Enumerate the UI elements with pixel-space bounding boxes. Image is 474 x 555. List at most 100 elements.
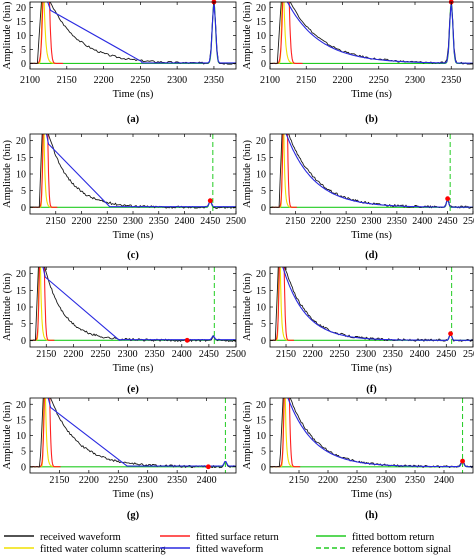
plot-area: [30, 267, 236, 347]
plot-area: [270, 134, 473, 214]
peak-marker: [184, 337, 190, 343]
x-axis-label: Time (ns): [351, 363, 392, 374]
x-tick-label: 2450: [199, 349, 219, 360]
x-axis-label: Time (ns): [113, 230, 154, 241]
plot-area: [30, 134, 236, 214]
panel-label: (f): [366, 384, 377, 395]
bottom-return-series: [30, 2, 236, 64]
x-tick-label: 2200: [311, 216, 331, 227]
x-tick-label: 2250: [336, 216, 356, 227]
y-tick-label: 5: [261, 186, 266, 197]
y-tick-label: 10: [16, 31, 26, 42]
x-tick-label: 2400: [172, 349, 192, 360]
received-waveform-series: [30, 2, 236, 65]
y-tick-label: 0: [261, 203, 266, 214]
panel-label: (a): [127, 114, 140, 125]
chart-panel-f: 2150 2200 2250 2300 2350 2400 2450 2500 0 5 10 15 20…: [242, 266, 474, 395]
x-tick-label: 2250: [97, 216, 117, 227]
x-tick-label: 2500: [226, 349, 246, 360]
y-tick-label: 0: [21, 336, 26, 347]
y-tick-label: 15: [256, 153, 266, 164]
x-tick-label: 2350: [145, 349, 165, 360]
x-tick-label: 2300: [118, 349, 138, 360]
x-tick-label: 2250: [347, 475, 367, 486]
x-axis-label: Time (ns): [351, 230, 392, 241]
x-tick-label: 2300: [138, 475, 158, 486]
y-tick-label: 10: [256, 31, 266, 42]
x-tick-label: 2200: [63, 349, 83, 360]
peak-marker: [445, 196, 451, 202]
peak-marker: [448, 331, 453, 337]
y-tick-label: 5: [261, 319, 266, 330]
x-tick-label: 2150: [57, 75, 77, 86]
x-tick-label: 2350: [383, 349, 403, 360]
received-waveform-series: [30, 398, 236, 469]
y-tick-label: 0: [21, 462, 26, 473]
x-tick-label: 2400: [197, 475, 217, 486]
y-tick-label: 0: [261, 336, 266, 347]
x-tick-label: 2150: [46, 216, 66, 227]
y-tick-label: 5: [21, 319, 26, 330]
y-tick-label: 0: [261, 59, 266, 70]
panel-label: (d): [365, 250, 378, 261]
bottom-return-series: [30, 461, 236, 468]
x-axis-label: Time (ns): [351, 89, 392, 100]
y-tick-label: 10: [16, 431, 26, 442]
chart-panel-h: 2150 2200 2250 2300 2350 2400 0 5 10 15 20 Time (ns…: [242, 397, 474, 521]
panel-label: (h): [365, 510, 378, 521]
x-axis-label: Time (ns): [113, 89, 154, 100]
fitted-waveform-series: [47, 2, 236, 64]
bottom-return-series: [270, 2, 473, 64]
x-tick-label: 2400: [434, 475, 454, 486]
x-axis-label: Time (ns): [113, 489, 154, 500]
received-waveform-series: [270, 2, 473, 65]
x-tick-label: 2500: [226, 216, 246, 227]
x-tick-label: 2300: [405, 75, 425, 86]
x-tick-label: 2300: [376, 475, 396, 486]
received-waveform-series: [30, 267, 236, 342]
y-tick-label: 5: [261, 45, 266, 56]
y-tick-label: 5: [21, 45, 26, 56]
fitted-waveform-series: [42, 267, 236, 341]
chart-panel-d: 2150 2200 2250 2300 2350 2400 2450 2500 0 5 10 15 20…: [242, 133, 474, 261]
bottom-return-series: [30, 335, 236, 341]
x-tick-label: 2400: [410, 349, 430, 360]
y-tick-label: 0: [21, 59, 26, 70]
x-tick-label: 2500: [463, 216, 474, 227]
x-tick-label: 2200: [94, 75, 114, 86]
legend: received waveform fitted surface return fi…: [4, 532, 451, 555]
x-tick-label: 2150: [285, 216, 305, 227]
legend-label: received waveform: [40, 532, 121, 543]
axes-frame: [269, 133, 474, 215]
y-tick-label: 20: [256, 136, 266, 147]
surface-return-series: [271, 134, 298, 208]
x-tick-label: 2350: [149, 216, 169, 227]
y-tick-label: 20: [256, 269, 266, 280]
x-tick-label: 2200: [333, 75, 353, 86]
x-tick-label: 2150: [36, 349, 56, 360]
x-tick-label: 2350: [167, 475, 187, 486]
y-tick-label: 5: [21, 447, 26, 458]
y-tick-label: 15: [256, 415, 266, 426]
y-axis-label: Amplitude (bin): [2, 401, 13, 469]
received-waveform-series: [270, 398, 473, 469]
x-tick-label: 2250: [130, 75, 150, 86]
x-tick-label: 2400: [175, 216, 195, 227]
x-tick-label: 2200: [318, 475, 338, 486]
x-tick-label: 2350: [204, 75, 224, 86]
bottom-return-series: [270, 198, 473, 208]
plot-area: [270, 2, 473, 65]
legend-label: fitted waveform: [196, 544, 263, 555]
legend-label: fitted bottom return: [352, 532, 435, 543]
x-axis-label: Time (ns): [351, 489, 392, 500]
x-tick-label: 2300: [167, 75, 187, 86]
plot-area: [270, 398, 473, 473]
x-tick-label: 2450: [436, 349, 456, 360]
y-tick-label: 20: [16, 136, 26, 147]
y-axis-label: Amplitude (bin): [242, 401, 253, 469]
x-tick-label: 2200: [303, 349, 323, 360]
y-tick-label: 10: [16, 303, 26, 314]
x-tick-label: 2350: [387, 216, 407, 227]
y-tick-label: 0: [261, 462, 266, 473]
x-tick-label: 2250: [108, 475, 128, 486]
